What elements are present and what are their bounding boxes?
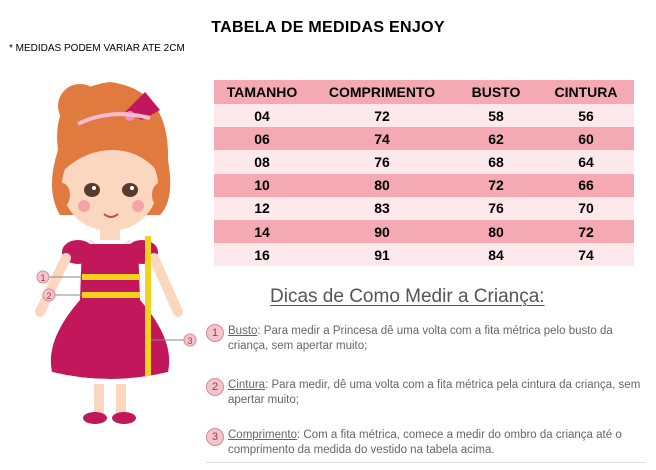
header-tamanho: TAMANHO <box>214 80 310 104</box>
cell-waist: 70 <box>538 196 634 220</box>
number-2-icon: 2 <box>206 378 224 396</box>
cell-waist: 60 <box>538 127 634 151</box>
bust-tape <box>82 274 140 280</box>
svg-text:2: 2 <box>46 291 51 301</box>
header-cintura: CINTURA <box>538 80 634 104</box>
page-title: TABELA DE MEDIDAS ENJOY <box>211 19 445 36</box>
tip-text: : Para medir a Princesa dê uma volta com… <box>228 325 613 352</box>
svg-text:1: 1 <box>40 273 45 283</box>
cell-bust: 62 <box>454 127 538 151</box>
cell-size: 16 <box>214 243 310 267</box>
table-row: 16 91 84 74 <box>214 243 634 267</box>
tip-text: : Para medir, dê uma volta com a fita mé… <box>228 379 641 406</box>
cell-waist: 64 <box>538 150 634 174</box>
cell-waist: 74 <box>538 243 634 267</box>
cell-size: 10 <box>214 173 310 197</box>
number-3-icon: 3 <box>206 428 224 446</box>
cell-waist: 66 <box>538 173 634 197</box>
tip-bust: 1 Busto: Para medir a Princesa dê uma vo… <box>206 324 646 354</box>
table-row: 12 83 76 70 <box>214 196 634 220</box>
length-tape <box>145 236 151 376</box>
cell-bust: 80 <box>454 219 538 244</box>
number-1-icon: 1 <box>206 324 224 342</box>
cell-size: 12 <box>214 196 310 220</box>
cell-size: 06 <box>214 127 310 151</box>
cell-bust: 84 <box>454 243 538 267</box>
cell-size: 04 <box>214 104 310 128</box>
cell-bust: 72 <box>454 173 538 197</box>
cell-bust: 68 <box>454 150 538 174</box>
cell-waist: 56 <box>538 104 634 128</box>
table-row: 08 76 68 64 <box>214 150 634 174</box>
variation-note: * MEDIDAS PODEM VARIAR ATE 2CM <box>9 43 185 54</box>
tip-length: 3 Comprimento: Com a fita métrica, comec… <box>206 428 646 458</box>
header-comprimento: COMPRIMENTO <box>310 80 454 104</box>
cell-length: 83 <box>310 196 454 220</box>
marker-1-icon: 1 <box>36 270 50 284</box>
table-header-row: TAMANHO COMPRIMENTO BUSTO CINTURA <box>214 80 634 104</box>
cell-length: 90 <box>310 219 454 244</box>
cell-waist: 72 <box>538 219 634 244</box>
table-row: 06 74 62 60 <box>214 127 634 151</box>
cell-length: 91 <box>310 243 454 267</box>
tips-heading: Dicas de Como Medir a Criança: <box>270 286 545 307</box>
cell-length: 74 <box>310 127 454 151</box>
cell-length: 72 <box>310 104 454 128</box>
svg-text:3: 3 <box>187 336 192 346</box>
marker-3-icon: 3 <box>183 333 197 347</box>
tip-term: Busto <box>228 325 258 337</box>
cell-length: 76 <box>310 150 454 174</box>
divider <box>206 462 646 463</box>
marker-2-icon: 2 <box>42 288 56 302</box>
tip-term: Comprimento <box>228 429 298 441</box>
child-illustration: 1 2 3 <box>35 82 197 424</box>
tip-waist: 2 Cintura: Para medir, dê uma volta com … <box>206 378 646 408</box>
table-row: 10 80 72 66 <box>214 173 634 197</box>
header-busto: BUSTO <box>454 80 538 104</box>
cell-bust: 76 <box>454 196 538 220</box>
cell-size: 14 <box>214 219 310 244</box>
size-table: TAMANHO COMPRIMENTO BUSTO CINTURA 04 72 … <box>214 80 634 267</box>
tip-term: Cintura <box>228 379 266 391</box>
waist-tape <box>82 292 140 298</box>
cell-size: 08 <box>214 150 310 174</box>
cell-length: 80 <box>310 173 454 197</box>
table-row: 14 90 80 72 <box>214 219 634 244</box>
cell-bust: 58 <box>454 104 538 128</box>
table-row: 04 72 58 56 <box>214 104 634 128</box>
tip-text: : Com a fita métrica, comece a medir do … <box>228 429 622 456</box>
